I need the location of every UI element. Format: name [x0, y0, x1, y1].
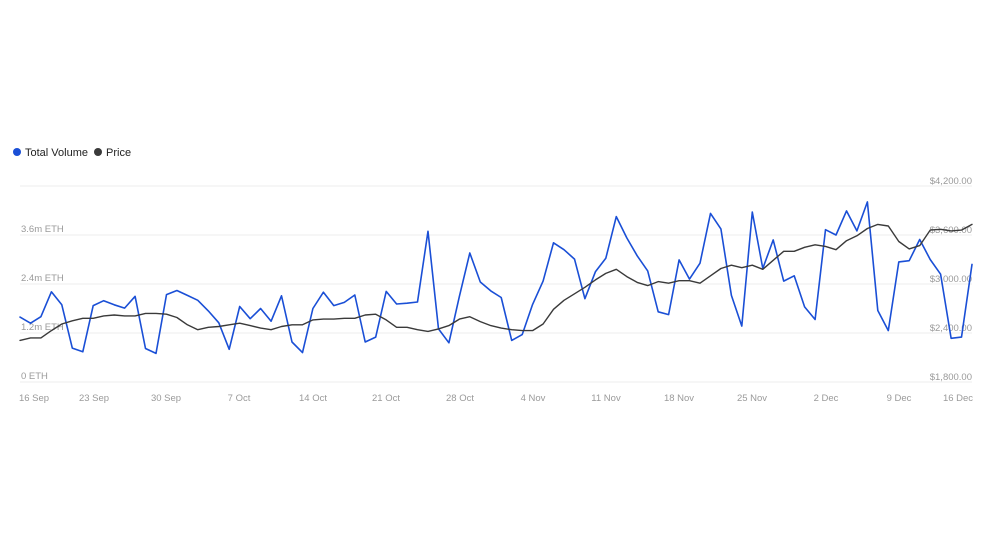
x-tick-label: 11 Nov [591, 393, 621, 404]
x-tick-label: 7 Oct [228, 393, 251, 404]
series-line-price [19, 223, 973, 342]
x-tick-label: 16 Dec [943, 393, 973, 404]
right-tick-label: $1,800.00 [930, 372, 972, 383]
x-tick-label: 2 Dec [814, 393, 839, 404]
legend-price-label: Price [106, 147, 131, 159]
left-tick-label: 2.4m ETH [21, 273, 64, 284]
right-axis: $1,800.00$2,400.00$3,000.00$3,600.00$4,2… [930, 176, 972, 383]
legend-volume-label: Total Volume [25, 147, 88, 159]
x-tick-label: 4 Nov [521, 393, 546, 404]
x-tick-label: 25 Nov [737, 393, 767, 404]
left-axis: 0 ETH 1.2m ETH 2.4m ETH 3.6m ETH [21, 224, 64, 382]
series-group [19, 201, 973, 355]
legend: Total Volume Price [13, 147, 131, 159]
x-tick-label: 16 Sep [19, 393, 49, 404]
x-tick-label: 9 Dec [887, 393, 912, 404]
series-line-total-volume [19, 201, 973, 355]
left-tick-label: 0 ETH [21, 371, 48, 382]
x-tick-label: 21 Oct [372, 393, 400, 404]
x-tick-label: 30 Sep [151, 393, 181, 404]
right-tick-label: $3,000.00 [930, 274, 972, 285]
left-tick-label: 3.6m ETH [21, 224, 64, 235]
left-tick-label: 1.2m ETH [21, 322, 64, 333]
legend-volume-swatch [13, 148, 21, 156]
x-tick-label: 14 Oct [299, 393, 327, 404]
right-tick-label: $2,400.00 [930, 323, 972, 334]
x-tick-label: 18 Nov [664, 393, 694, 404]
x-tick-label: 23 Sep [79, 393, 109, 404]
x-tick-label: 28 Oct [446, 393, 474, 404]
legend-price-swatch [94, 148, 102, 156]
grid-lines [20, 185, 972, 383]
x-axis: 16 Sep 23 Sep 30 Sep 7 Oct 14 Oct 21 Oct 28 Oc… [19, 393, 973, 404]
right-tick-label: $4,200.00 [930, 176, 972, 187]
